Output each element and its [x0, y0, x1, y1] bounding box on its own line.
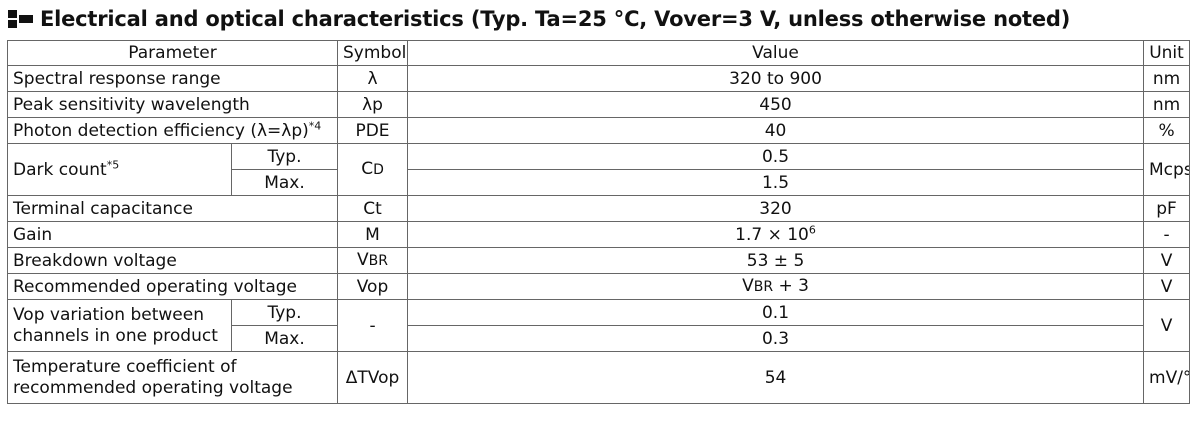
value-cell: 40	[407, 117, 1145, 144]
value-base: 1.7 × 10	[735, 224, 809, 245]
header-symbol: Symbol	[337, 40, 409, 66]
symbol-cell: Ct	[337, 195, 409, 222]
unit-cell: V	[1143, 247, 1191, 274]
section-title: Electrical and optical characteristics (…	[40, 7, 1071, 31]
symbol-cell: -	[337, 299, 409, 352]
symbol-main: V	[357, 250, 369, 270]
section-bullet-icon	[8, 8, 34, 30]
table-row: Terminal capacitance Ct 320 pF	[6, 195, 1191, 222]
table-header-row: Parameter Symbol Value Unit	[6, 40, 1191, 66]
unit-cell: Mcps	[1143, 143, 1191, 196]
param-cell: Vop variation between channels in one pr…	[7, 299, 232, 352]
value-cell: 1.7 × 106	[407, 221, 1145, 248]
param-cell: Peak sensitivity wavelength	[6, 91, 339, 118]
table-row: Breakdown voltage VBR 53 ± 5 V	[6, 247, 1191, 274]
symbol-sub: D	[373, 162, 384, 178]
value-exponent: 6	[808, 222, 816, 236]
param-text: Photon detection efficiency (λ=λp)	[13, 120, 309, 141]
unit-cell: mV/°C	[1143, 351, 1191, 404]
header-value: Value	[407, 40, 1145, 66]
unit-cell: V	[1143, 299, 1191, 352]
table-row: Spectral response range λ 320 to 900 nm	[6, 65, 1191, 92]
header-parameter: Parameter	[6, 40, 339, 66]
symbol-cell: M	[337, 221, 409, 248]
symbol-cell: VBR	[337, 247, 409, 274]
symbol-cell: ΔTVop	[337, 351, 409, 404]
value-cell: VBR + 3	[407, 273, 1145, 300]
condition-cell: Typ.	[230, 299, 339, 326]
symbol-cell: CD	[337, 143, 409, 196]
symbol-cell: Vop	[337, 273, 409, 300]
table-row: Peak sensitivity wavelength λp 450 nm	[6, 91, 1191, 118]
table-row: Vop variation between channels in one pr…	[7, 299, 1191, 352]
symbol-sub: BR	[368, 253, 388, 269]
param-cell: Spectral response range	[6, 65, 339, 92]
header-unit: Unit	[1143, 40, 1191, 66]
param-cell: Temperature coefficient of recommended o…	[6, 351, 339, 404]
condition-cell: Max.	[230, 169, 339, 196]
value-cell: 320 to 900	[407, 65, 1145, 92]
value-main: V	[742, 276, 754, 296]
table-row: Gain M 1.7 × 106 -	[6, 221, 1191, 248]
value-sub: BR	[753, 279, 774, 295]
condition-cell: Typ.	[230, 143, 339, 170]
value-cell: 53 ± 5	[407, 247, 1145, 274]
unit-cell: pF	[1143, 195, 1191, 222]
table-row: Recommended operating voltage Vop VBR + …	[6, 273, 1191, 300]
characteristics-table: Parameter Symbol Value Unit Spectral res…	[6, 40, 1191, 404]
condition-cell: Max.	[230, 325, 339, 352]
section-heading: Electrical and optical characteristics (…	[8, 4, 1070, 34]
value-cell: 54	[407, 351, 1145, 404]
value-cell: 0.1	[407, 299, 1145, 326]
value-cell: 0.5	[407, 143, 1145, 170]
symbol-cell: λ	[337, 65, 409, 92]
unit-cell: %	[1143, 117, 1191, 144]
unit-cell: -	[1143, 221, 1191, 248]
unit-cell: nm	[1143, 65, 1191, 92]
footnote-ref: *4	[308, 118, 322, 132]
symbol-main: C	[361, 159, 374, 179]
param-cell: Terminal capacitance	[6, 195, 339, 222]
table-row: Max. 0.3	[8, 325, 1190, 352]
footnote-ref: *5	[106, 157, 120, 171]
param-cell: Gain	[6, 221, 339, 248]
param-cell: Dark count*5	[7, 143, 232, 196]
unit-cell: nm	[1143, 91, 1191, 118]
value-cell: 0.3	[407, 325, 1145, 352]
param-cell: Recommended operating voltage	[6, 273, 339, 300]
value-rest: + 3	[773, 276, 809, 296]
symbol-cell: PDE	[337, 117, 409, 144]
param-cell: Breakdown voltage	[6, 247, 339, 274]
table-row: Max. 1.5	[8, 169, 1190, 196]
value-cell: 1.5	[407, 169, 1145, 196]
table-row: Dark count*5 Typ. CD 0.5 Mcps	[7, 143, 1191, 196]
value-cell: 450	[407, 91, 1145, 118]
param-text: Dark count	[13, 159, 107, 180]
unit-cell: V	[1143, 273, 1191, 300]
value-cell: 320	[407, 195, 1145, 222]
param-cell: Photon detection efficiency (λ=λp)*4	[6, 117, 339, 144]
table-row: Photon detection efficiency (λ=λp)*4 PDE…	[6, 117, 1191, 144]
table-row: Temperature coefficient of recommended o…	[6, 351, 1191, 404]
symbol-cell: λp	[337, 91, 409, 118]
